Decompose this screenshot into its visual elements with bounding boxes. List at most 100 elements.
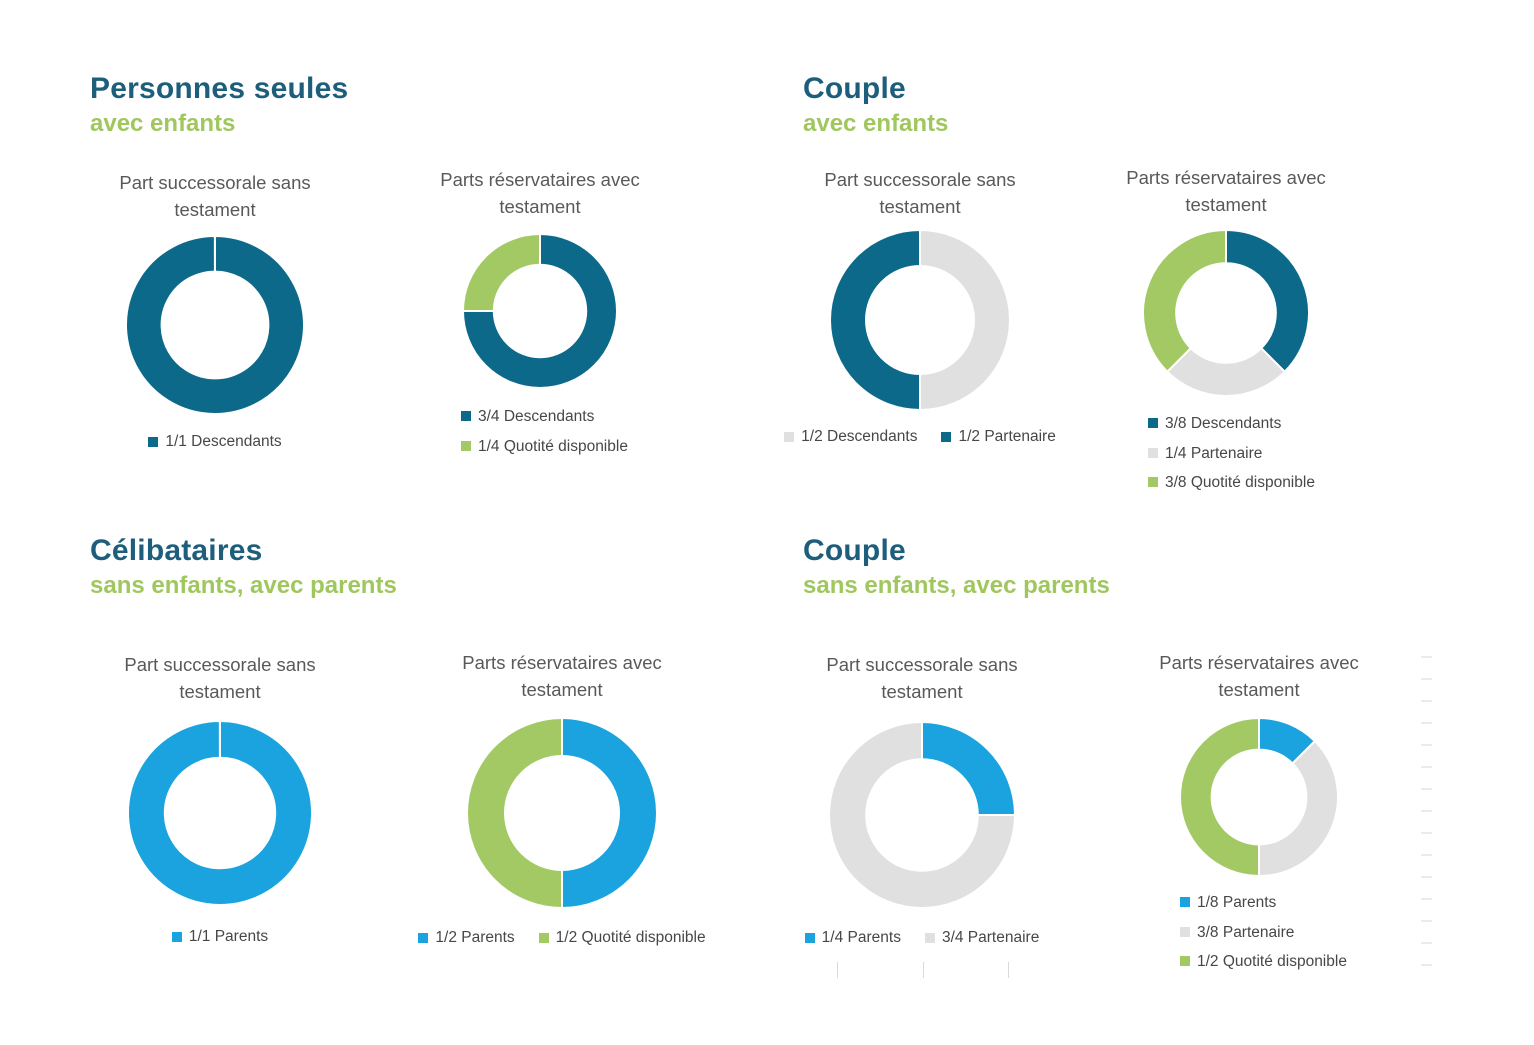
legend: 1/4 Parents 3/4 Partenaire [777, 929, 1067, 947]
legend-marker [171, 932, 182, 942]
chart-title: Parts réservataires avec testament [462, 652, 662, 700]
axis-tick [837, 962, 838, 978]
section-subtitle: avec enfants [803, 110, 949, 137]
axis-tick [1421, 854, 1432, 856]
legend-item: 1/2 Descendants [784, 428, 917, 446]
legend-item: 1/4 Quotité disponible [461, 438, 628, 456]
legend-marker [1148, 418, 1158, 428]
legend-label: 1/8 Parents [1197, 894, 1277, 911]
section-couple-sans-enfants: Couple sans enfants, avec parents [803, 534, 1110, 600]
legend-marker [784, 432, 795, 442]
legend: 1/8 Parents 3/8 Partenaire 1/2 Quotité dis… [1180, 894, 1347, 983]
donut-chart [465, 716, 659, 915]
chart-title: Part successorale sans testament [826, 654, 1018, 702]
axis-tick [1421, 832, 1432, 834]
section-title: Couple [803, 534, 906, 567]
legend-marker [924, 933, 935, 943]
legend-item: 1/1 Descendants [148, 433, 282, 451]
chart-celibataires-sans-testament: Part successorale sans testament 1/1 Pare… [90, 652, 350, 945]
chart-personnes-seules-sans-testament: Part successorale sans testament 1/1 Desc… [85, 170, 345, 450]
section-personnes-seules: Personnes seules avec enfants [90, 72, 348, 138]
legend-marker [941, 432, 952, 442]
legend-marker [1180, 926, 1190, 937]
donut-chart [1141, 228, 1311, 403]
legend-marker [1148, 447, 1158, 458]
section-subtitle: avec enfants [90, 110, 236, 137]
legend: 1/1 Descendants [85, 433, 345, 451]
donut-chart [1178, 716, 1340, 883]
legend-label: 1/4 Partenaire [1165, 444, 1263, 462]
donut-chart [461, 232, 619, 395]
legend-label: 1/1 Descendants [165, 433, 282, 450]
section-subtitle: sans enfants, avec parents [803, 572, 1110, 599]
section-title: Couple [803, 72, 906, 105]
legend-item: 1/2 Partenaire [941, 428, 1056, 446]
legend-item: 1/4 Parents [804, 929, 901, 947]
legend-item: 1/2 Parents [418, 929, 515, 947]
axis-tick [1421, 678, 1432, 680]
axis-tick [1421, 964, 1432, 966]
legend-item: 1/4 Partenaire [1148, 445, 1315, 463]
axis-tick [1421, 788, 1432, 790]
legend-label: 3/4 Partenaire [941, 929, 1040, 946]
axis-tick [1421, 898, 1432, 900]
axis-tick [1421, 876, 1432, 878]
donut-chart [828, 228, 1012, 417]
legend: 3/8 Descendants 1/4 Partenaire 3/8 Quotité… [1148, 415, 1315, 504]
legend-marker [1180, 956, 1190, 966]
chart-title: Parts réservataires avec testament [1126, 167, 1326, 215]
legend-marker [1148, 477, 1158, 487]
legend-marker [1180, 897, 1190, 907]
legend-marker [418, 933, 429, 943]
axis-tick [1421, 744, 1432, 746]
legend-label: 1/4 Quotité disponible [478, 437, 628, 455]
donut-chart [827, 720, 1017, 915]
legend-item: 1/2 Quotité disponible [1180, 953, 1347, 971]
donut-chart [124, 234, 306, 421]
legend-item: 3/8 Descendants [1148, 415, 1315, 433]
chart-title: Part successorale sans testament [824, 169, 1016, 217]
axis-tick [1421, 942, 1432, 944]
legend-label: 1/1 Parents [188, 928, 269, 945]
axis-tick [1421, 700, 1432, 702]
legend-marker [804, 933, 815, 943]
legend-label: 3/8 Partenaire [1197, 923, 1295, 941]
section-couple-avec-enfants: Couple avec enfants [803, 72, 948, 138]
section-celibataires: Célibataires sans enfants, avec parents [90, 534, 397, 600]
legend-marker [148, 437, 159, 447]
chart-couple2-sans-testament: Part successorale sans testament 1/4 Pare… [777, 652, 1067, 946]
axis-tick [1421, 810, 1432, 812]
legend-item: 1/8 Parents [1180, 894, 1347, 912]
legend-label: 3/8 Descendants [1165, 415, 1282, 432]
chart-couple1-reservataires: Parts réservataires avec testament 3/8 De… [1096, 165, 1356, 491]
chart-personnes-seules-reservataires: Parts réservataires avec testament 3/4 De… [410, 167, 670, 455]
legend-item: 1/2 Quotité disponible [538, 929, 706, 947]
legend-item: 3/4 Partenaire [924, 929, 1040, 947]
legend-label: 1/2 Parents [435, 929, 515, 946]
legend-item: 1/1 Parents [171, 928, 269, 946]
chart-title: Parts réservataires avec testament [1159, 652, 1359, 700]
chart-title: Parts réservataires avec testament [440, 169, 640, 217]
legend-label: 3/4 Descendants [478, 408, 595, 425]
legend-marker [461, 411, 471, 421]
legend-label: 3/8 Quotité disponible [1165, 474, 1315, 491]
section-title: Célibataires [90, 534, 263, 567]
axis-tick [1421, 920, 1432, 922]
legend-item: 3/4 Descendants [461, 408, 628, 426]
legend-label: 1/4 Parents [821, 929, 901, 946]
legend: 3/4 Descendants 1/4 Quotité disponible [461, 408, 628, 467]
chart-celibataires-reservataires: Parts réservataires avec testament 1/2 Pa… [407, 650, 717, 946]
axis-tick [923, 962, 924, 978]
legend-label: 1/2 Quotité disponible [555, 929, 706, 946]
legend-label: 1/2 Descendants [801, 428, 918, 445]
legend-item: 3/8 Partenaire [1180, 924, 1347, 942]
axis-tick [1421, 766, 1432, 768]
legend: 1/2 Descendants 1/2 Partenaire [775, 428, 1065, 446]
chart-title: Part successorale sans testament [124, 654, 316, 702]
legend: 1/2 Parents 1/2 Quotité disponible [407, 929, 717, 947]
chart-couple1-sans-testament: Part successorale sans testament 1/2 Desc… [775, 167, 1065, 445]
legend-item: 3/8 Quotité disponible [1148, 474, 1315, 492]
legend-label: 1/2 Quotité disponible [1197, 953, 1347, 970]
legend-label: 1/2 Partenaire [958, 428, 1056, 445]
legend-marker [461, 440, 471, 451]
